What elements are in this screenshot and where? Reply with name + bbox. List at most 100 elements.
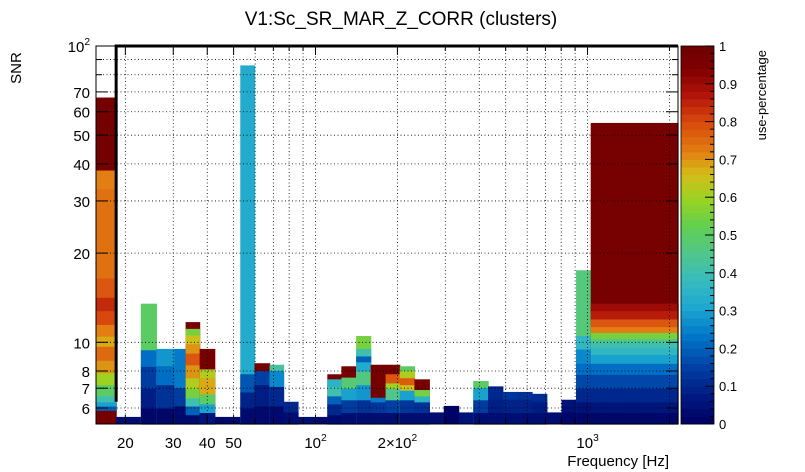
heatmap-cell-6-4 — [185, 388, 201, 399]
heatmap-cell-16-2 — [327, 403, 342, 416]
color-scale-step — [681, 386, 714, 395]
heatmap-cell-20-3 — [385, 388, 401, 401]
color-scale-step — [681, 91, 714, 100]
heatmap-cell-17-3 — [341, 388, 357, 401]
color-scale-step — [681, 227, 714, 236]
heatmap-cell-18-3 — [356, 384, 372, 401]
heatmap-cell-1-14 — [96, 170, 117, 190]
heatmap-cell-12-2 — [269, 386, 285, 407]
heatmap-cell-6-1 — [185, 414, 201, 425]
heatmap-cell-22-2 — [414, 401, 430, 413]
color-scale-tick-label: 0.6 — [719, 190, 737, 205]
color-scale-step — [681, 287, 714, 296]
heatmap-cell-3-2 — [140, 388, 157, 409]
heatmap-cell-4-2 — [156, 384, 176, 409]
x-tick-label: 102 — [304, 433, 327, 452]
heatmap-cell-12-1 — [269, 405, 285, 425]
heatmap-cell-1-7 — [96, 346, 117, 361]
color-scale-step — [681, 61, 714, 70]
color-scale-step — [681, 144, 714, 153]
heatmap-column-24 — [443, 405, 460, 424]
heatmap-cell-34-11 — [590, 326, 679, 333]
y-tick-label: 10 — [73, 335, 90, 352]
x-tick-label: 50 — [225, 435, 242, 452]
x-tick-label: 2×102 — [378, 433, 418, 452]
color-scale-step — [681, 325, 714, 334]
heatmap-column-9 — [223, 416, 241, 424]
heatmap-cell-27-2 — [488, 399, 504, 413]
heatmap-cell-21-3 — [399, 390, 416, 401]
heatmap-cell-34-4 — [590, 374, 679, 389]
color-scale-step — [681, 98, 714, 107]
y-tick-label: 50 — [73, 128, 90, 145]
color-scale-step — [681, 189, 714, 198]
color-scale-step — [681, 257, 714, 266]
heatmap-cell-26-2 — [473, 399, 489, 413]
color-scale-step — [681, 371, 714, 380]
heatmap-cell-6-8 — [185, 343, 201, 354]
heatmap-cell-30-1 — [532, 412, 548, 425]
heatmap-cell-13-1 — [283, 412, 299, 425]
heatmap-cell-1-3 — [96, 395, 117, 403]
heatmap-cell-6-6 — [185, 364, 201, 379]
heatmap-cell-16-4 — [327, 386, 342, 397]
heatmap-cell-7-3 — [199, 393, 216, 405]
color-scale-step — [681, 303, 714, 312]
heatmap-cell-19-3 — [370, 397, 387, 403]
heatmap-column-23 — [429, 412, 445, 424]
heatmap-cell-3-1 — [140, 408, 157, 425]
heatmap-cell-33-5 — [576, 363, 592, 375]
heatmap-cell-22-3 — [414, 395, 430, 403]
heatmap-cell-34-1 — [590, 412, 679, 425]
heatmap-cell-10-3 — [240, 374, 256, 393]
heatmap-cell-4-1 — [156, 408, 176, 425]
heatmap-cell-1-6 — [96, 360, 117, 374]
heatmap-column-25 — [458, 412, 474, 424]
color-scale-step — [681, 242, 714, 251]
heatmap-cell-33-2 — [576, 401, 592, 413]
heatmap-cell-11-1 — [254, 405, 271, 425]
color-scale-step — [681, 416, 714, 425]
color-scale-step — [681, 250, 714, 259]
color-scale-tick-label: 0.9 — [719, 77, 737, 92]
heatmap-cell-21-5 — [399, 377, 416, 386]
heatmap-cell-34-10 — [590, 332, 679, 340]
y-tick-label: 102 — [68, 37, 91, 56]
color-scale-step — [681, 159, 714, 168]
heatmap-cell-1-13 — [96, 188, 117, 279]
color-scale-step — [681, 340, 714, 349]
y-axis-label: SNR — [8, 52, 25, 84]
heatmap-cell-1-9 — [96, 324, 117, 337]
heatmap-cell-21-6 — [399, 371, 416, 379]
y-tick-label: 20 — [73, 246, 90, 263]
color-scale-tick-label: 0.2 — [719, 341, 737, 356]
heatmap-cell-11-2 — [254, 384, 271, 407]
heatmap-cell-34-8 — [590, 342, 679, 349]
heatmap-cell-3-4 — [140, 350, 157, 367]
heatmap-cell-33-3 — [576, 388, 592, 403]
x-tick-label: 20 — [117, 435, 134, 452]
heatmap-cell-28-1 — [502, 412, 518, 425]
heatmap-cell-11-3 — [254, 371, 271, 386]
heatmap-cell-18-5 — [356, 361, 372, 372]
heatmap-cell-16-1 — [327, 414, 342, 425]
heatmap-cell-29-1 — [517, 412, 533, 425]
color-scale-step — [681, 182, 714, 191]
color-scale-step — [681, 355, 714, 365]
heatmap-cell-18-6 — [356, 355, 372, 363]
heatmap-cell-1-11 — [96, 297, 117, 312]
color-scale-step — [681, 46, 714, 55]
color-scale-step — [681, 272, 714, 281]
color-scale-bar — [680, 45, 715, 425]
heatmap-cell-18-1 — [356, 412, 372, 425]
heatmap-cell-6-9 — [185, 334, 201, 345]
y-tick-label: 6 — [82, 401, 90, 418]
heatmap-cell-20-1 — [385, 412, 401, 425]
y-tick-label: 70 — [73, 85, 90, 102]
heatmap-cell-5-1 — [174, 405, 187, 425]
color-scale-step — [681, 212, 714, 221]
color-scale-step — [681, 204, 714, 213]
heatmap-cell-33-1 — [576, 412, 592, 425]
x-tick-label: 30 — [165, 435, 182, 452]
